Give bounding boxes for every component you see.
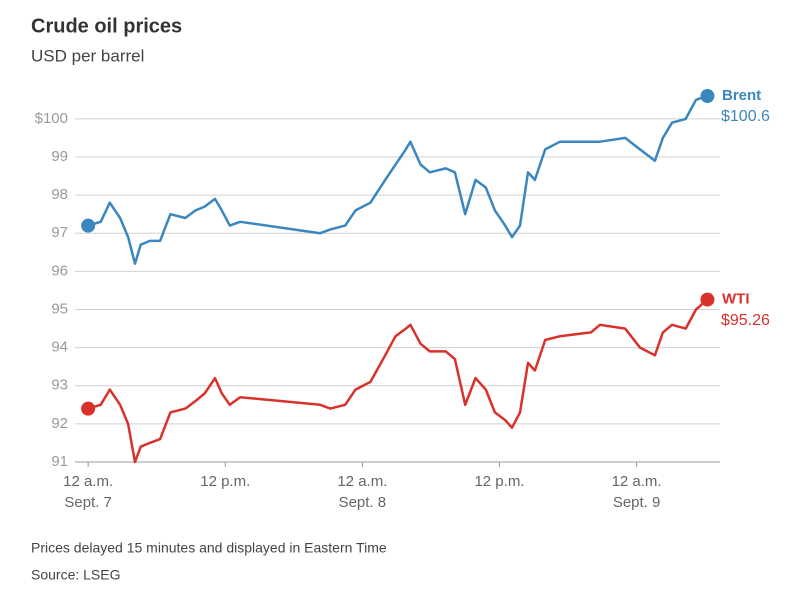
x-tick-label: 12 a.m.	[612, 473, 662, 490]
x-tick-label: 12 a.m.	[337, 473, 387, 490]
end-value-label: $95.26	[721, 312, 770, 329]
y-tick-label: 95	[51, 300, 68, 317]
x-tick-label: Sept. 8	[339, 494, 387, 511]
end-dot	[81, 401, 96, 416]
x-tick-label: 12 p.m.	[474, 473, 524, 490]
chart-title: Crude oil prices	[31, 15, 182, 37]
end-value-label: $100.6	[721, 108, 770, 125]
series-line	[87, 298, 709, 464]
y-tick-label: 92	[51, 415, 68, 432]
y-tick-label: 96	[51, 262, 68, 279]
series-line	[87, 94, 708, 265]
footnote: Prices delayed 15 minutes and displayed …	[31, 540, 387, 556]
y-tick-label: 99	[51, 148, 68, 165]
end-dot	[81, 218, 96, 233]
y-tick-label: 91	[51, 453, 68, 470]
y-tick-label: 97	[51, 224, 68, 241]
x-tick-label: 12 p.m.	[200, 473, 250, 490]
legend-label: WTI	[722, 291, 750, 308]
y-tick-label: 94	[51, 339, 68, 356]
y-tick-label: 98	[51, 186, 68, 203]
x-tick-label: 12 a.m.	[63, 473, 113, 490]
y-tick-label: 93	[51, 377, 68, 394]
y-tick-label: $100	[35, 110, 68, 127]
legend-label: Brent	[722, 87, 761, 104]
x-tick-label: Sept. 7	[64, 494, 112, 511]
end-dot	[700, 89, 715, 103]
x-tick-label: Sept. 9	[613, 494, 661, 511]
chart-subtitle: USD per barrel	[31, 46, 144, 65]
source: Source: LSEG	[31, 567, 121, 583]
end-dot	[700, 292, 715, 307]
